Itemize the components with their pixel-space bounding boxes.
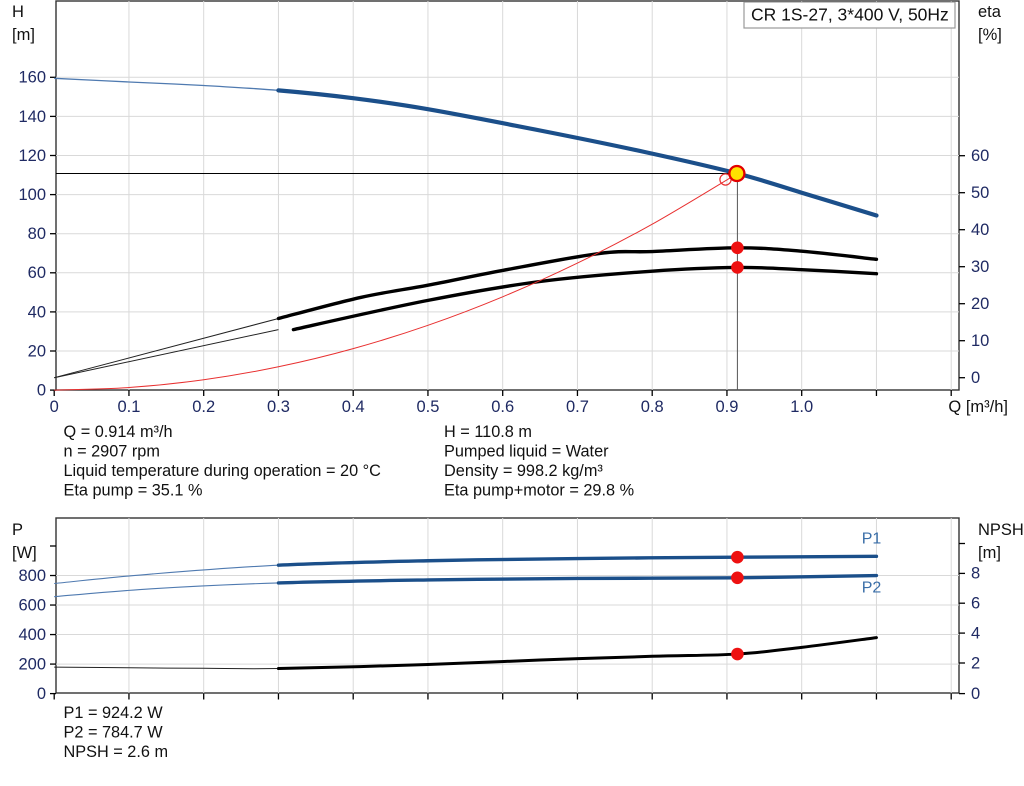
svg-text:80: 80 [28, 225, 46, 243]
svg-text:0: 0 [37, 685, 46, 703]
svg-text:0.1: 0.1 [117, 398, 140, 416]
svg-text:160: 160 [18, 69, 46, 87]
svg-text:0: 0 [971, 685, 980, 703]
svg-text:[m]: [m] [12, 26, 35, 44]
svg-text:H: H [12, 3, 24, 21]
svg-text:10: 10 [971, 332, 989, 350]
svg-text:[W]: [W] [12, 544, 37, 562]
svg-text:20: 20 [971, 295, 989, 313]
svg-text:P1: P1 [862, 531, 882, 548]
svg-text:400: 400 [18, 626, 46, 644]
svg-text:100: 100 [18, 186, 46, 204]
svg-text:P2: P2 [862, 579, 882, 596]
svg-text:H = 110.8 m: H = 110.8 m [444, 423, 532, 441]
svg-text:0.6: 0.6 [491, 398, 514, 416]
svg-text:0.9: 0.9 [715, 398, 738, 416]
svg-text:800: 800 [18, 567, 46, 585]
svg-text:0: 0 [37, 382, 46, 400]
svg-text:[m]: [m] [978, 544, 1001, 562]
svg-text:60: 60 [971, 147, 989, 165]
svg-text:Eta pump+motor = 29.8 %: Eta pump+motor = 29.8 % [444, 482, 634, 500]
svg-text:P: P [12, 521, 23, 539]
svg-text:Density = 998.2 kg/m³: Density = 998.2 kg/m³ [444, 462, 603, 480]
svg-text:Liquid temperature during oper: Liquid temperature during operation = 20… [64, 462, 382, 480]
svg-text:Q [m³/h]: Q [m³/h] [948, 398, 1008, 416]
svg-text:2: 2 [971, 655, 980, 673]
svg-text:P2 = 784.7 W: P2 = 784.7 W [64, 724, 164, 742]
svg-text:CR 1S-27, 3*400 V, 50Hz: CR 1S-27, 3*400 V, 50Hz [751, 5, 949, 25]
svg-text:0.4: 0.4 [342, 398, 365, 416]
svg-text:6: 6 [971, 595, 980, 613]
svg-text:Q = 0.914 m³/h: Q = 0.914 m³/h [64, 423, 173, 441]
svg-text:0: 0 [971, 369, 980, 387]
svg-text:0.3: 0.3 [267, 398, 290, 416]
svg-text:0.7: 0.7 [566, 398, 589, 416]
svg-text:600: 600 [18, 597, 46, 615]
svg-text:60: 60 [28, 264, 46, 282]
svg-text:1.0: 1.0 [790, 398, 813, 416]
svg-text:40: 40 [28, 303, 46, 321]
svg-text:P1 = 924.2 W: P1 = 924.2 W [64, 704, 164, 722]
svg-text:40: 40 [971, 221, 989, 239]
svg-text:4: 4 [971, 625, 980, 643]
svg-text:[%]: [%] [978, 26, 1002, 44]
svg-text:n = 2907 rpm: n = 2907 rpm [64, 443, 160, 461]
svg-text:120: 120 [18, 147, 46, 165]
svg-text:eta: eta [978, 3, 1002, 21]
svg-text:NPSH = 2.6 m: NPSH = 2.6 m [64, 743, 169, 761]
svg-text:0.5: 0.5 [416, 398, 439, 416]
svg-text:30: 30 [971, 258, 989, 276]
svg-text:NPSH: NPSH [978, 521, 1024, 539]
svg-text:0: 0 [50, 398, 59, 416]
svg-text:0.2: 0.2 [192, 398, 215, 416]
svg-text:200: 200 [18, 656, 46, 674]
svg-text:50: 50 [971, 184, 989, 202]
svg-text:140: 140 [18, 108, 46, 126]
svg-text:0.8: 0.8 [641, 398, 664, 416]
svg-text:8: 8 [971, 565, 980, 583]
svg-text:Eta pump = 35.1 %: Eta pump = 35.1 % [64, 482, 203, 500]
svg-text:Pumped liquid = Water: Pumped liquid = Water [444, 443, 609, 461]
svg-text:20: 20 [28, 343, 46, 361]
